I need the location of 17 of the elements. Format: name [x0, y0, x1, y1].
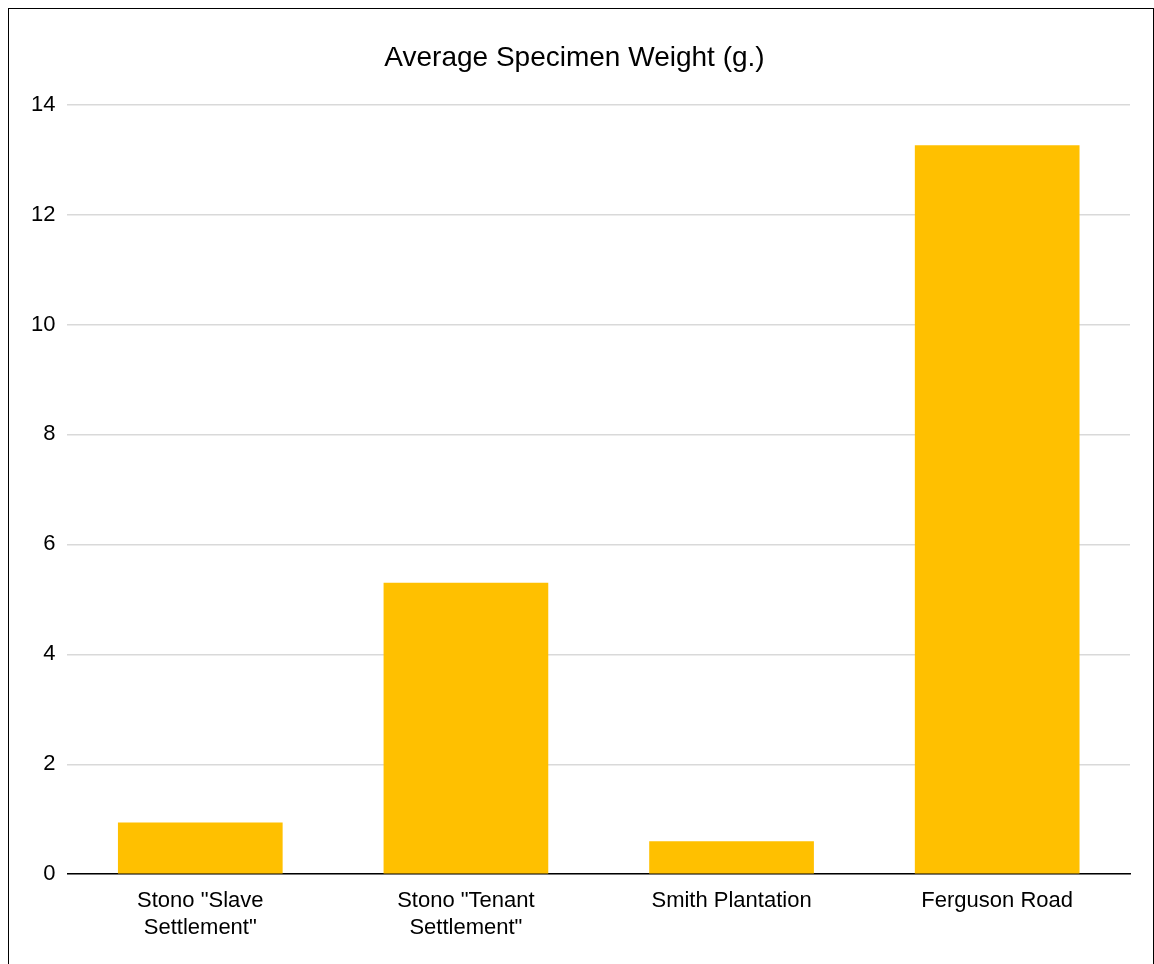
- x-tick-label: Stono "Tenant Settlement": [397, 887, 535, 939]
- x-tick-label: Smith Plantation: [651, 887, 812, 913]
- bar: [649, 841, 814, 874]
- y-tick-label: 2: [43, 750, 56, 776]
- x-tick-label: Ferguson Road: [921, 887, 1074, 913]
- y-tick-label: 8: [43, 420, 56, 446]
- chart-title: Average Specimen Weight (g.): [384, 40, 765, 72]
- bar: [117, 822, 283, 874]
- bar: [914, 145, 1080, 874]
- y-tick-label: 4: [43, 640, 56, 666]
- bar: [383, 582, 549, 874]
- x-tick-label: Stono "Slave Settlement": [137, 887, 264, 939]
- y-tick-label: 6: [43, 530, 56, 556]
- y-tick-label: 10: [30, 310, 56, 336]
- y-tick-label: 14: [30, 90, 56, 116]
- y-tick-label: 0: [43, 860, 56, 886]
- y-tick-label: 12: [30, 200, 56, 226]
